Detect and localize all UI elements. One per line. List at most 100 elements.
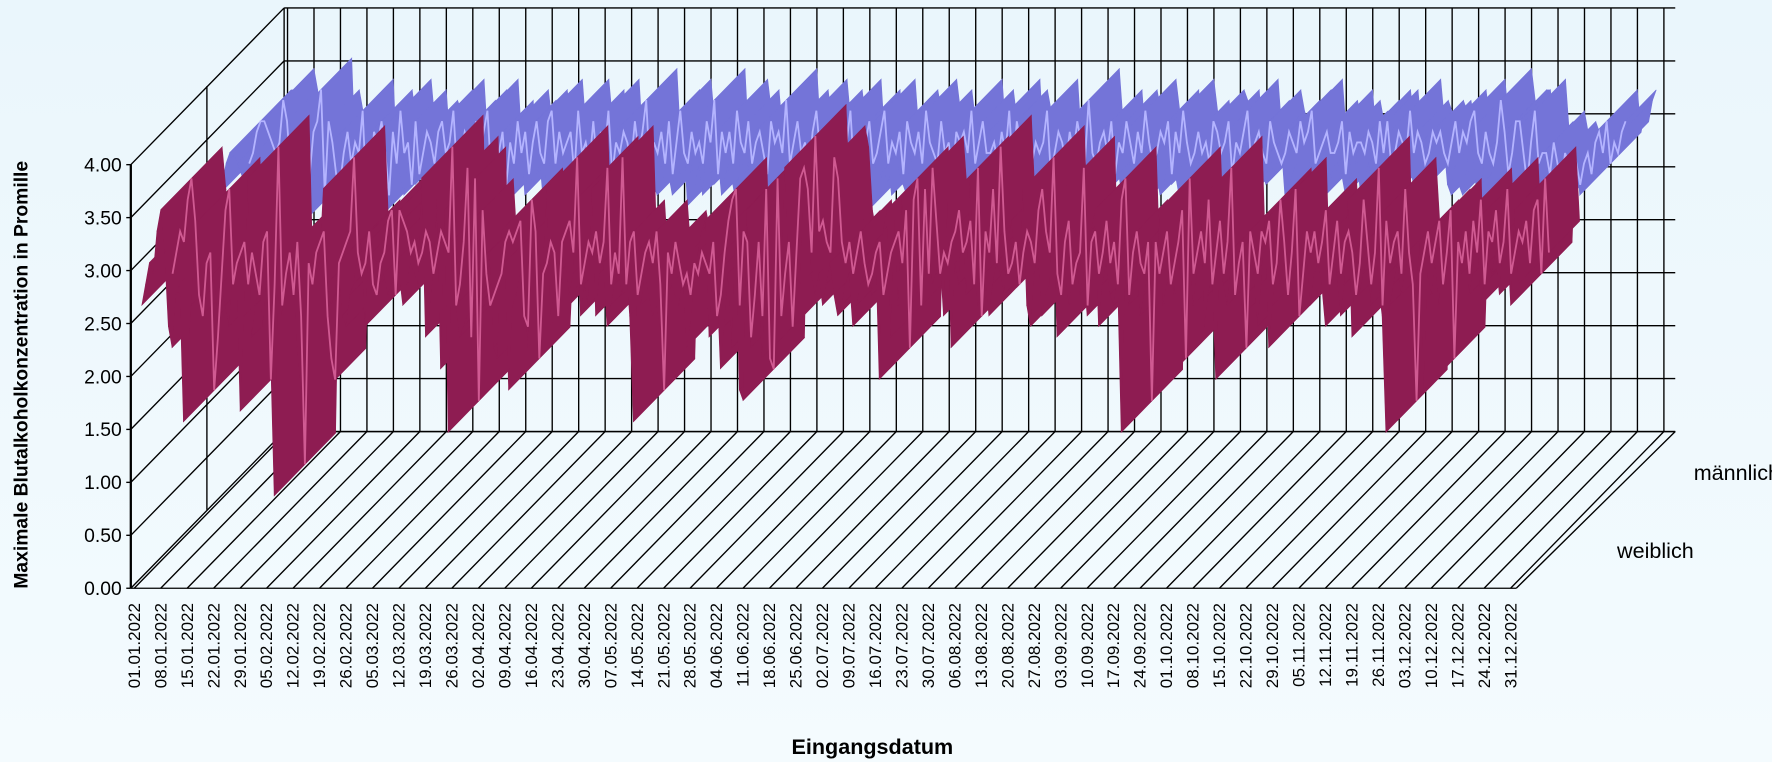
y-tick-label: 1.00: [84, 473, 122, 494]
floor-line: [1060, 431, 1215, 589]
floor-line: [848, 431, 1003, 589]
floor-line: [1218, 431, 1374, 589]
floor-line: [1404, 431, 1559, 589]
y-tick-label: 0.50: [84, 526, 122, 547]
floor-line: [186, 431, 341, 589]
x-tick-label: 05.02.2022: [257, 603, 276, 688]
x-tick-label: 08.10.2022: [1184, 603, 1203, 688]
x-tick-label: 25.06.2022: [787, 603, 806, 688]
x-tick-label: 14.05.2022: [628, 603, 647, 688]
floor-line: [477, 431, 633, 589]
x-tick-label: 08.01.2022: [151, 603, 170, 688]
floor-line: [1271, 431, 1427, 589]
x-tick-label: 10.12.2022: [1422, 603, 1441, 688]
floor-line: [1430, 431, 1585, 589]
x-tick-label: 12.03.2022: [390, 603, 409, 688]
floor-line: [610, 431, 765, 589]
x-tick-label: 26.02.2022: [337, 603, 356, 688]
x-tick-label: 03.09.2022: [1051, 603, 1070, 688]
x-tick-label: 18.06.2022: [760, 603, 779, 688]
x-tick-label: 19.11.2022: [1342, 603, 1361, 687]
floor-edge: [1515, 431, 1676, 589]
x-tick-label: 07.05.2022: [601, 603, 620, 688]
floor-line: [266, 431, 421, 589]
floor-line: [292, 431, 447, 589]
floor-line: [557, 431, 712, 589]
floor-line: [133, 431, 289, 589]
x-tick-label: 19.03.2022: [416, 603, 435, 688]
floor-line: [1033, 431, 1188, 589]
floor-line: [1192, 431, 1347, 589]
floor-line: [371, 431, 527, 589]
x-tick-label: 30.07.2022: [919, 603, 938, 688]
x-tick-label: 22.01.2022: [204, 603, 223, 688]
x-tick-label: 28.05.2022: [681, 603, 700, 688]
floor-line: [1377, 431, 1533, 589]
floor-line: [1483, 431, 1638, 589]
side-grid-line: [130, 431, 285, 589]
x-tick-label: 11.06.2022: [734, 603, 753, 687]
floor-line: [583, 431, 738, 589]
floor-line: [345, 431, 500, 589]
series-label: weiblich: [1616, 538, 1694, 563]
floor-line: [1510, 431, 1665, 589]
floor-line: [716, 431, 871, 589]
floor-line: [927, 431, 1083, 589]
floor-line: [398, 431, 553, 589]
y-axis-title: Maximale Blutalkoholkonzentration in Pro…: [11, 161, 32, 589]
floor-line: [954, 431, 1109, 589]
y-tick-label: 2.00: [84, 367, 122, 388]
y-tick-label: 4.00: [84, 155, 122, 176]
x-tick-label: 16.04.2022: [522, 603, 541, 688]
floor-line: [319, 431, 474, 589]
x-tick-label: 24.12.2022: [1475, 603, 1494, 688]
floor-line: [768, 431, 924, 589]
floor-line: [1457, 431, 1612, 589]
x-tick-label: 29.10.2022: [1263, 603, 1282, 688]
floor-line: [636, 431, 791, 589]
floor-line: [901, 431, 1056, 589]
side-grid-line: [130, 378, 285, 536]
x-tick-label: 24.09.2022: [1131, 603, 1150, 688]
x-tick-label: 20.08.2022: [998, 603, 1017, 688]
x-tick-label: 26.03.2022: [443, 603, 462, 688]
x-tick-label: 09.04.2022: [495, 603, 514, 688]
floor-line: [1139, 431, 1294, 589]
x-tick-label: 10.09.2022: [1078, 603, 1097, 688]
y-tick-label: 0.00: [84, 579, 122, 600]
x-tick-label: 05.11.2022: [1290, 603, 1309, 687]
floor-line: [663, 431, 818, 589]
floor-line: [213, 431, 368, 589]
floor-line: [1166, 431, 1321, 589]
x-tick-label: 01.01.2022: [125, 603, 144, 688]
x-tick-label: 15.01.2022: [178, 603, 197, 688]
floor-line: [1351, 431, 1506, 589]
floor-line: [424, 431, 580, 589]
floor-line: [1245, 431, 1400, 589]
floor-line: [1324, 431, 1480, 589]
x-tick-label: 02.04.2022: [469, 603, 488, 688]
floor-line: [874, 431, 1030, 589]
x-tick-label: 05.03.2022: [363, 603, 382, 688]
floor-line: [530, 431, 686, 589]
floor-line: [1086, 431, 1241, 589]
x-tick-label: 26.11.2022: [1369, 603, 1388, 687]
x-tick-label: 01.10.2022: [1157, 603, 1176, 688]
floor-line: [451, 431, 606, 589]
y-tick-label: 2.50: [84, 314, 122, 335]
floor-line: [1113, 431, 1268, 589]
x-tick-label: 23.07.2022: [892, 603, 911, 688]
y-tick-label: 3.50: [84, 208, 122, 229]
x-tick-label: 16.07.2022: [866, 603, 885, 688]
series-line: [171, 136, 1550, 465]
floor-line: [504, 431, 659, 589]
x-tick-label: 27.08.2022: [1025, 603, 1044, 688]
x-tick-label: 04.06.2022: [707, 603, 726, 688]
floor-line: [1298, 431, 1453, 589]
x-tick-label: 02.07.2022: [813, 603, 832, 688]
x-axis-title: Eingangsdatum: [792, 734, 954, 759]
x-tick-label: 06.08.2022: [945, 603, 964, 688]
x-tick-label: 23.04.2022: [548, 603, 567, 688]
floor-line: [980, 431, 1136, 589]
